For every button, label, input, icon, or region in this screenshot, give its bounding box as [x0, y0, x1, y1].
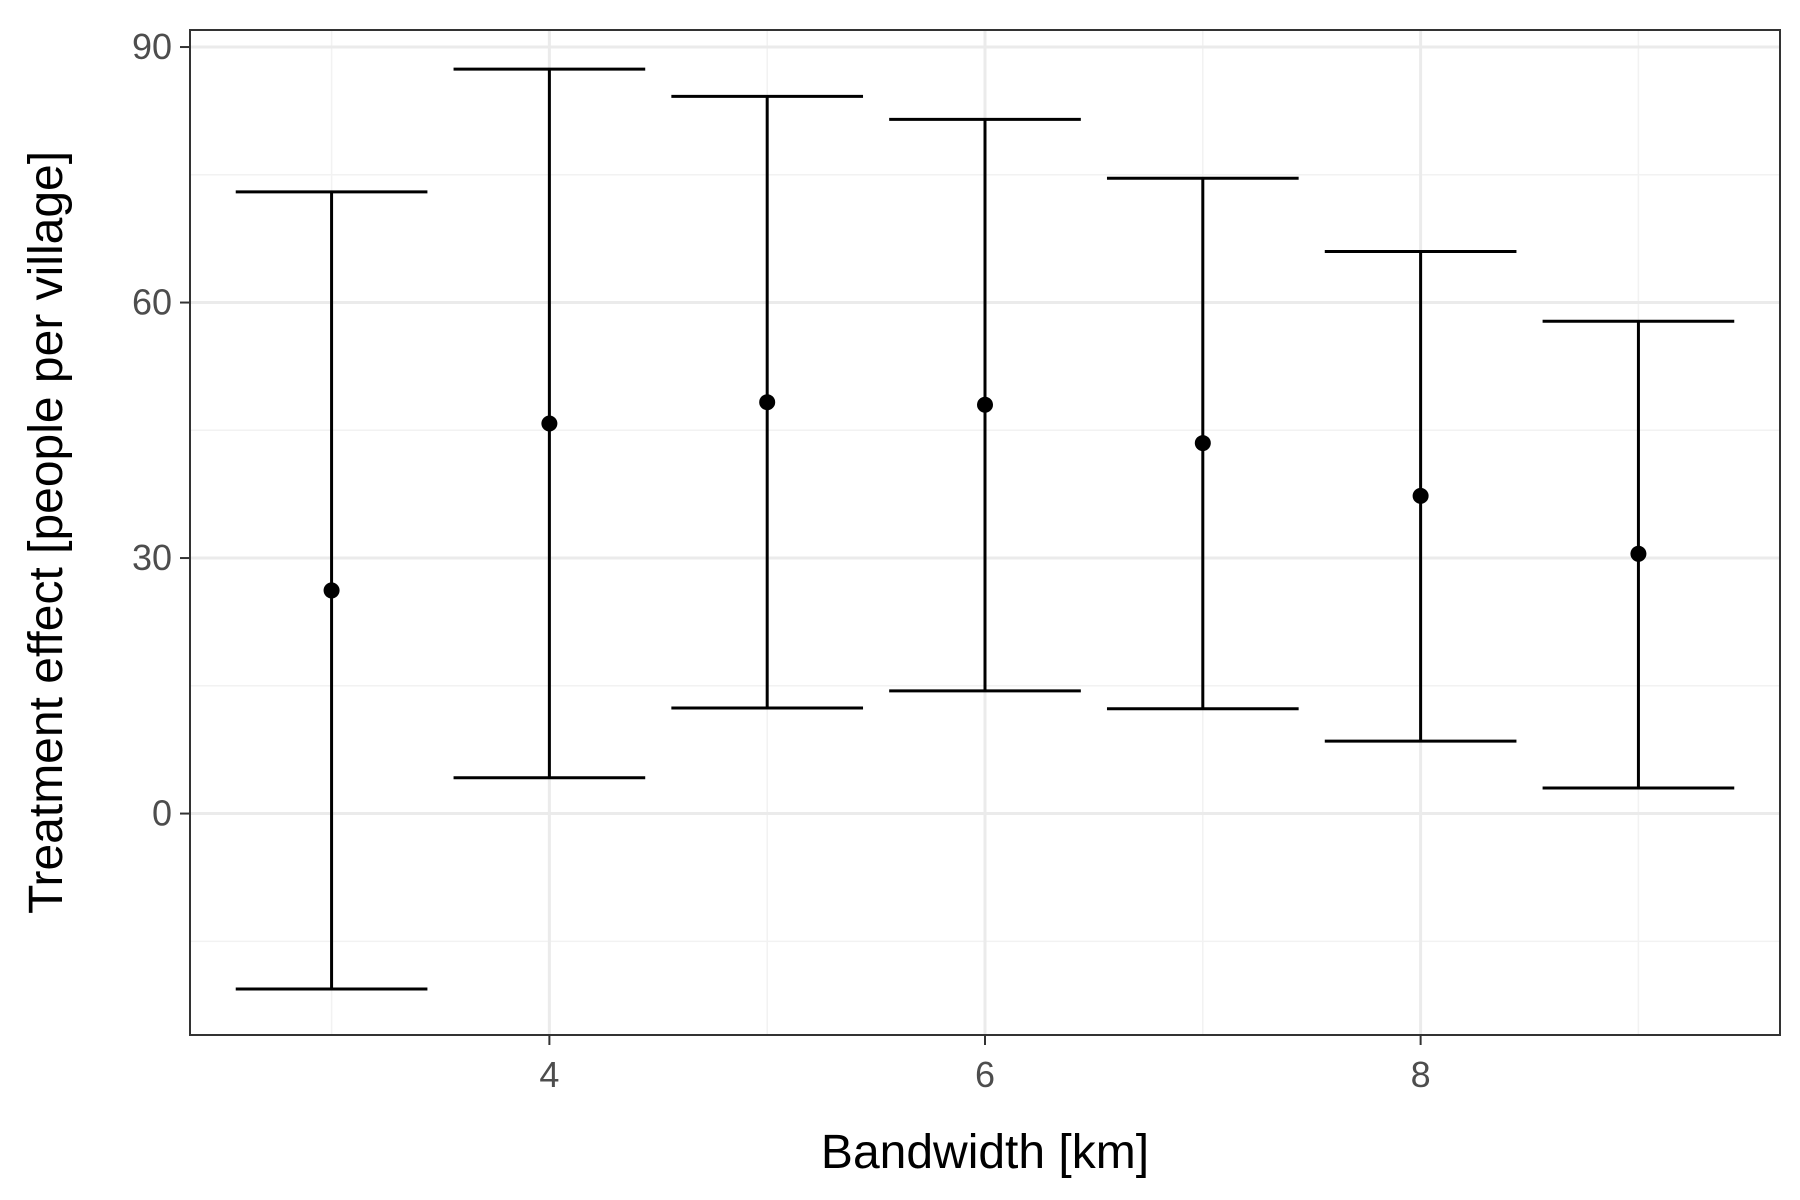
errorbar-layer — [235, 67, 1735, 991]
x-tick-label: 8 — [1411, 1054, 1431, 1095]
estimate-point — [1194, 435, 1211, 452]
estimate-point — [541, 415, 558, 432]
x-tick-label: 6 — [975, 1054, 995, 1095]
estimate-point — [759, 394, 776, 411]
estimate-point — [977, 396, 993, 413]
y-tick-label: 60 — [132, 282, 172, 323]
x-tick-label: 4 — [539, 1054, 559, 1095]
y-tick-label: 30 — [132, 537, 172, 578]
y-axis-title: Treatment effect [people per village] — [20, 151, 73, 914]
estimate-point — [323, 582, 340, 599]
estimate-point — [1630, 545, 1647, 562]
axis-layer: 0 30 60 90 4 6 8 — [132, 26, 1431, 1095]
estimate-point — [1412, 487, 1429, 504]
y-tick-label: 0 — [152, 793, 172, 834]
x-axis-title: Bandwidth [km] — [821, 1126, 1149, 1179]
y-tick-label: 90 — [132, 26, 172, 67]
